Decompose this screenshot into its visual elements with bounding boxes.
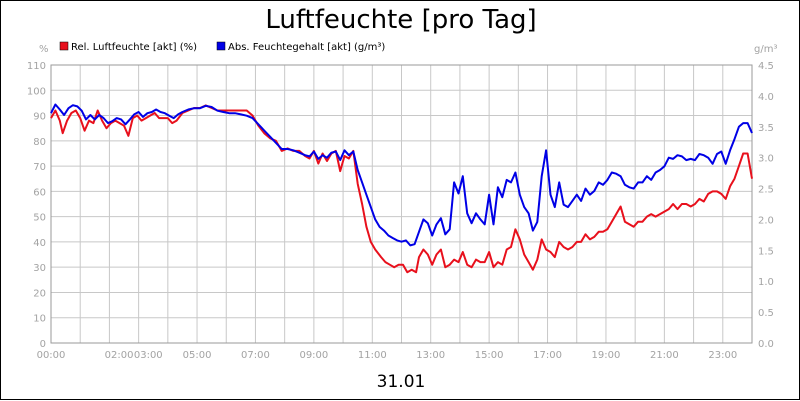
y-left-tick-label: 30 — [33, 263, 46, 274]
grid — [50, 64, 753, 344]
legend-label-abs: Abs. Feuchtegehalt [akt] (g/m³) — [228, 42, 385, 53]
legend-label-rel: Rel. Luftfeuchte [akt] (%) — [71, 42, 197, 53]
y-right-tick-label: 3.0 — [758, 154, 774, 165]
legend-swatch-rel — [59, 41, 69, 51]
y-right-tick-label: 4.0 — [758, 92, 774, 103]
y-right-unit-label: g/m³ — [754, 44, 777, 55]
x-tick-label: 05:00 — [183, 350, 212, 361]
legend: Rel. Luftfeuchte [akt] (%) Abs. Feuchteg… — [59, 41, 385, 53]
y-left-tick-label: 0 — [40, 339, 46, 350]
x-tick-label: 00:00 — [37, 350, 66, 361]
y-right-tick-label: 0.5 — [758, 308, 774, 319]
series-lines — [50, 103, 753, 274]
series-line-rel-humidity — [50, 104, 753, 274]
y-right-tick-label: 2.0 — [758, 215, 774, 226]
plot-area-border — [50, 64, 753, 344]
y-right-tick-label: 0.0 — [758, 339, 774, 350]
y-right-tick-label: 3.5 — [758, 123, 774, 134]
y-left-tick-label: 80 — [33, 137, 46, 148]
y-left-tick-label: 70 — [33, 162, 46, 173]
x-tick-label: 02:00 — [105, 350, 134, 361]
x-tick-label: 07:00 — [241, 350, 270, 361]
x-tick-label: 09:00 — [299, 350, 328, 361]
x-tick-label: 15:00 — [475, 350, 504, 361]
y-left-tick-label: 110 — [27, 61, 46, 72]
date-label: 31.01 — [377, 372, 426, 392]
y-right-tick-label: 1.0 — [758, 277, 774, 288]
y-right-tick-label: 4.5 — [758, 61, 774, 72]
y-left-tick-label: 100 — [27, 86, 46, 97]
x-tick-label: 23:00 — [708, 350, 737, 361]
legend-swatch-abs — [216, 41, 226, 51]
x-tick-label: 11:00 — [358, 350, 387, 361]
y-left-unit-label: % — [39, 44, 49, 55]
x-tick-label: 17:00 — [533, 350, 562, 361]
x-tick-label: 19:00 — [592, 350, 621, 361]
y-left-tick-label: 20 — [33, 288, 46, 299]
y-left-tick-label: 90 — [33, 112, 46, 123]
x-tick-label: 03:00 — [134, 350, 163, 361]
y-left-tick-label: 10 — [33, 314, 46, 325]
x-tick-label: 13:00 — [416, 350, 445, 361]
y-left-tick-label: 60 — [33, 187, 46, 198]
chart-title: Luftfeuchte [pro Tag] — [265, 5, 536, 35]
series-line-abs-humidity — [50, 103, 753, 247]
x-tick-label: 21:00 — [650, 350, 679, 361]
axis-ticks: 0 10 20 30 40 50 60 70 80 90 100 110 0.0 0.5 1.0 1.5 2.0… — [27, 61, 774, 361]
y-right-tick-label: 1.5 — [758, 246, 774, 257]
y-left-tick-label: 50 — [33, 213, 46, 224]
y-left-tick-label: 40 — [33, 238, 46, 249]
y-right-tick-label: 2.5 — [758, 185, 774, 196]
